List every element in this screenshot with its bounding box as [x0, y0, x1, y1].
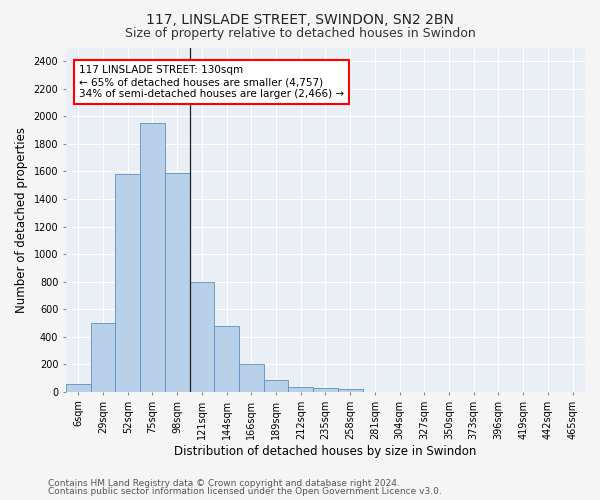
- Bar: [190, 282, 214, 392]
- Text: Size of property relative to detached houses in Swindon: Size of property relative to detached ho…: [125, 28, 475, 40]
- Text: 117 LINSLADE STREET: 130sqm
← 65% of detached houses are smaller (4,757)
34% of : 117 LINSLADE STREET: 130sqm ← 65% of det…: [79, 66, 344, 98]
- Bar: [239, 364, 263, 392]
- Text: Contains HM Land Registry data © Crown copyright and database right 2024.: Contains HM Land Registry data © Crown c…: [48, 478, 400, 488]
- Bar: [313, 388, 338, 392]
- Bar: [165, 173, 190, 392]
- Bar: [91, 323, 115, 392]
- Bar: [289, 387, 313, 392]
- Bar: [263, 380, 289, 392]
- X-axis label: Distribution of detached houses by size in Swindon: Distribution of detached houses by size …: [174, 444, 476, 458]
- Bar: [140, 124, 165, 392]
- Bar: [214, 326, 239, 392]
- Text: Contains public sector information licensed under the Open Government Licence v3: Contains public sector information licen…: [48, 487, 442, 496]
- Text: 117, LINSLADE STREET, SWINDON, SN2 2BN: 117, LINSLADE STREET, SWINDON, SN2 2BN: [146, 12, 454, 26]
- Bar: [66, 384, 91, 392]
- Bar: [115, 174, 140, 392]
- Bar: [338, 389, 362, 392]
- Y-axis label: Number of detached properties: Number of detached properties: [15, 126, 28, 312]
